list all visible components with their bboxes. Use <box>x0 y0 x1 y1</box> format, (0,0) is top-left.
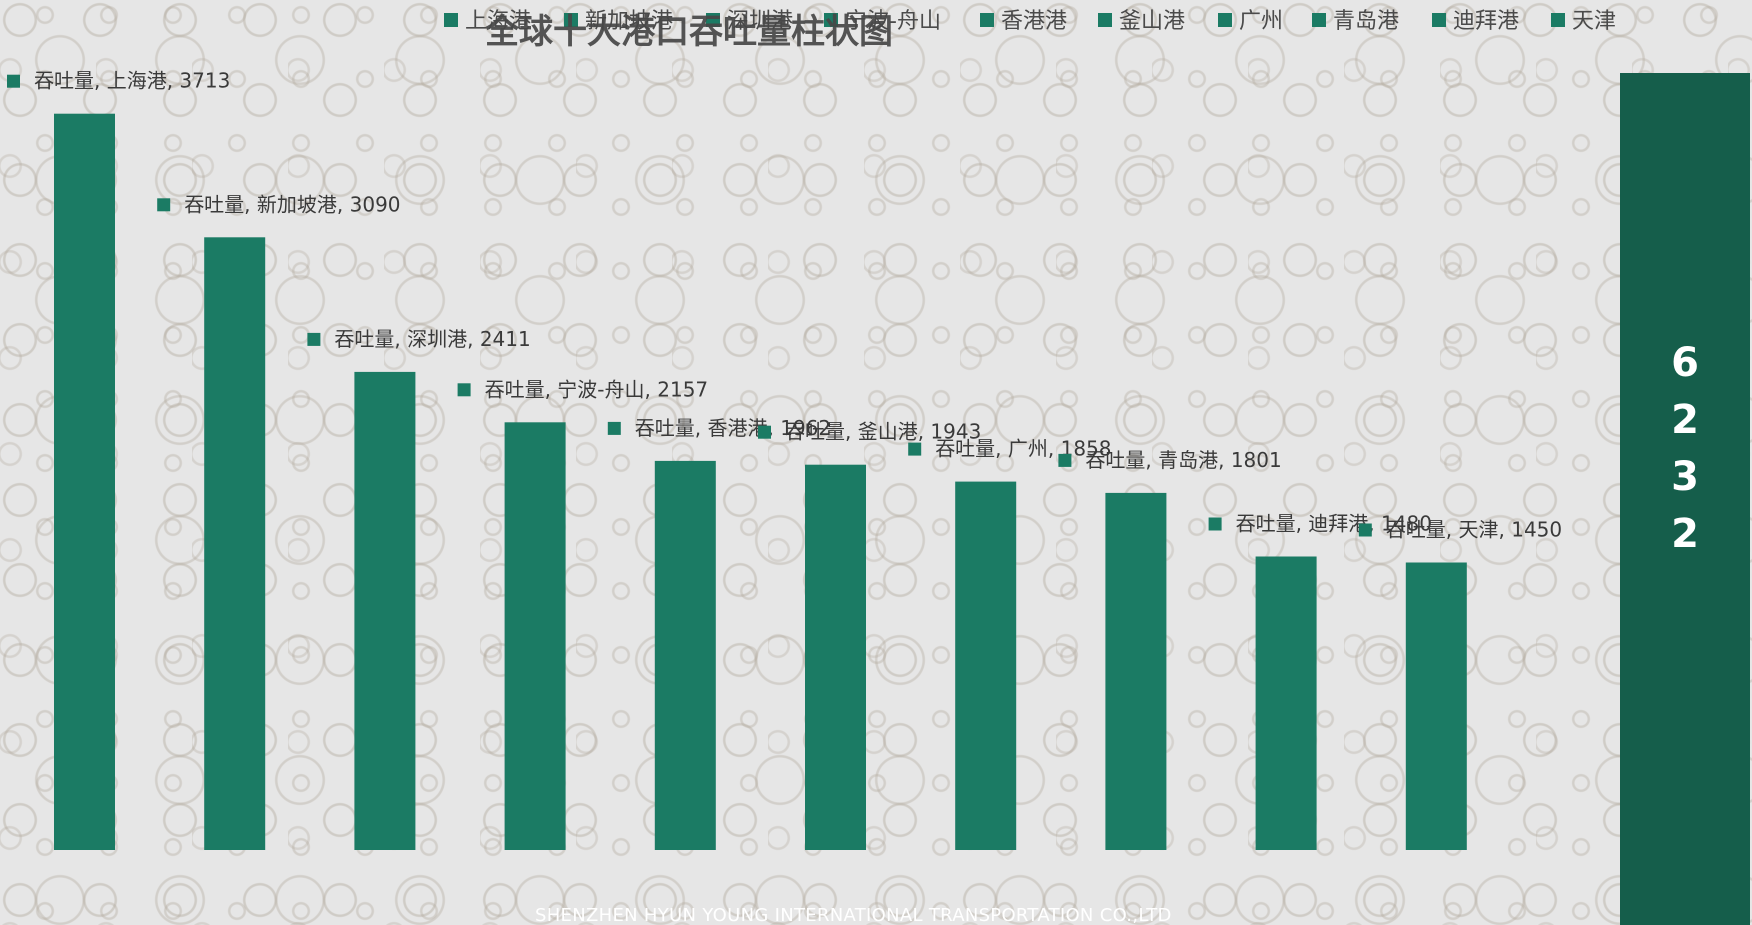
bar-迪拜港 <box>1255 556 1317 850</box>
side-panel-digit: 2 <box>1671 511 1699 557</box>
legend-marker <box>1551 13 1565 27</box>
bar-香港港 <box>654 460 716 850</box>
legend-entry: 天津 <box>1572 9 1616 34</box>
legend-entry: 上海港 <box>465 9 531 34</box>
bar-青岛港 <box>1105 492 1167 850</box>
chart-title: 全球十大港口吞吐量柱状图 <box>485 12 893 52</box>
legend-entry: 广州 <box>1239 9 1283 34</box>
data-label: 吞吐量, 上海港, 3713 <box>34 69 230 93</box>
bar-天津 <box>1405 562 1467 850</box>
data-label: 吞吐量, 香港港, 1962 <box>635 416 831 440</box>
data-label: 吞吐量, 深圳港, 2411 <box>334 327 530 351</box>
data-label: 吞吐量, 迪拜港, 1480 <box>1236 512 1432 536</box>
legend-entry: 宁波-舟山 <box>845 9 941 34</box>
legend-marker <box>1218 13 1232 27</box>
bar-宁波-舟山 <box>504 422 566 850</box>
bar-新加坡港 <box>204 237 266 851</box>
data-label: 吞吐量, 宁波-舟山, 2157 <box>485 377 709 401</box>
legend-entry: 青岛港 <box>1333 9 1399 34</box>
bar-上海港 <box>54 113 115 850</box>
legend-entry: 香港港 <box>1001 9 1067 34</box>
legend: 上海港 新加坡港 深圳港 宁波-舟山 香港港 釜山港 广州 青岛港 迪拜港 天津 <box>444 9 1616 34</box>
side-panel-digit: 3 <box>1671 454 1699 500</box>
bars <box>54 113 1467 851</box>
data-label: 吞吐量, 新加坡港, 3090 <box>184 192 400 216</box>
legend-marker <box>1098 13 1112 27</box>
bar-广州 <box>955 481 1017 850</box>
data-label: 吞吐量, 天津, 1450 <box>1386 518 1562 542</box>
data-label: 吞吐量, 釜山港, 1943 <box>785 420 981 444</box>
data-label-marker <box>1208 517 1222 531</box>
bar-深圳港 <box>354 371 416 850</box>
legend-marker <box>706 13 720 27</box>
side-panel-number: 6 2 3 2 <box>1620 335 1750 563</box>
legend-marker <box>824 13 838 27</box>
legend-marker <box>980 13 994 27</box>
data-label-marker <box>157 198 171 212</box>
legend-marker <box>1432 13 1446 27</box>
footer-company-name: SHENZHEN HYUN YOUNG INTERNATIONAL TRANSP… <box>535 905 1172 925</box>
legend-entry: 迪拜港 <box>1453 9 1519 34</box>
data-label-marker <box>307 332 321 346</box>
side-panel-digit: 6 <box>1671 340 1699 386</box>
data-label-marker <box>1358 523 1372 537</box>
bar-釜山港 <box>805 464 866 850</box>
data-label-marker <box>457 383 471 397</box>
legend-entry: 釜山港 <box>1119 9 1185 34</box>
legend-entry: 深圳港 <box>727 9 793 34</box>
data-label: 吞吐量, 广州, 1858 <box>935 437 1111 461</box>
data-label-marker <box>908 442 922 456</box>
data-label-marker <box>1058 453 1072 467</box>
data-label-marker <box>607 421 621 435</box>
side-panel-digit: 2 <box>1671 397 1699 443</box>
data-label-marker <box>7 74 20 88</box>
legend-entry: 新加坡港 <box>585 9 673 34</box>
legend-marker <box>1312 13 1326 27</box>
legend-marker <box>564 13 578 27</box>
data-label: 吞吐量, 青岛港, 1801 <box>1085 448 1281 472</box>
data-label-marker <box>758 425 771 439</box>
data-labels: 吞吐量, 上海港, 3713 吞吐量, 新加坡港, 3090 吞吐量, 深圳港, 2… <box>7 69 1562 542</box>
side-panel: 6 2 3 2 <box>1620 73 1750 925</box>
legend-marker <box>444 13 458 27</box>
